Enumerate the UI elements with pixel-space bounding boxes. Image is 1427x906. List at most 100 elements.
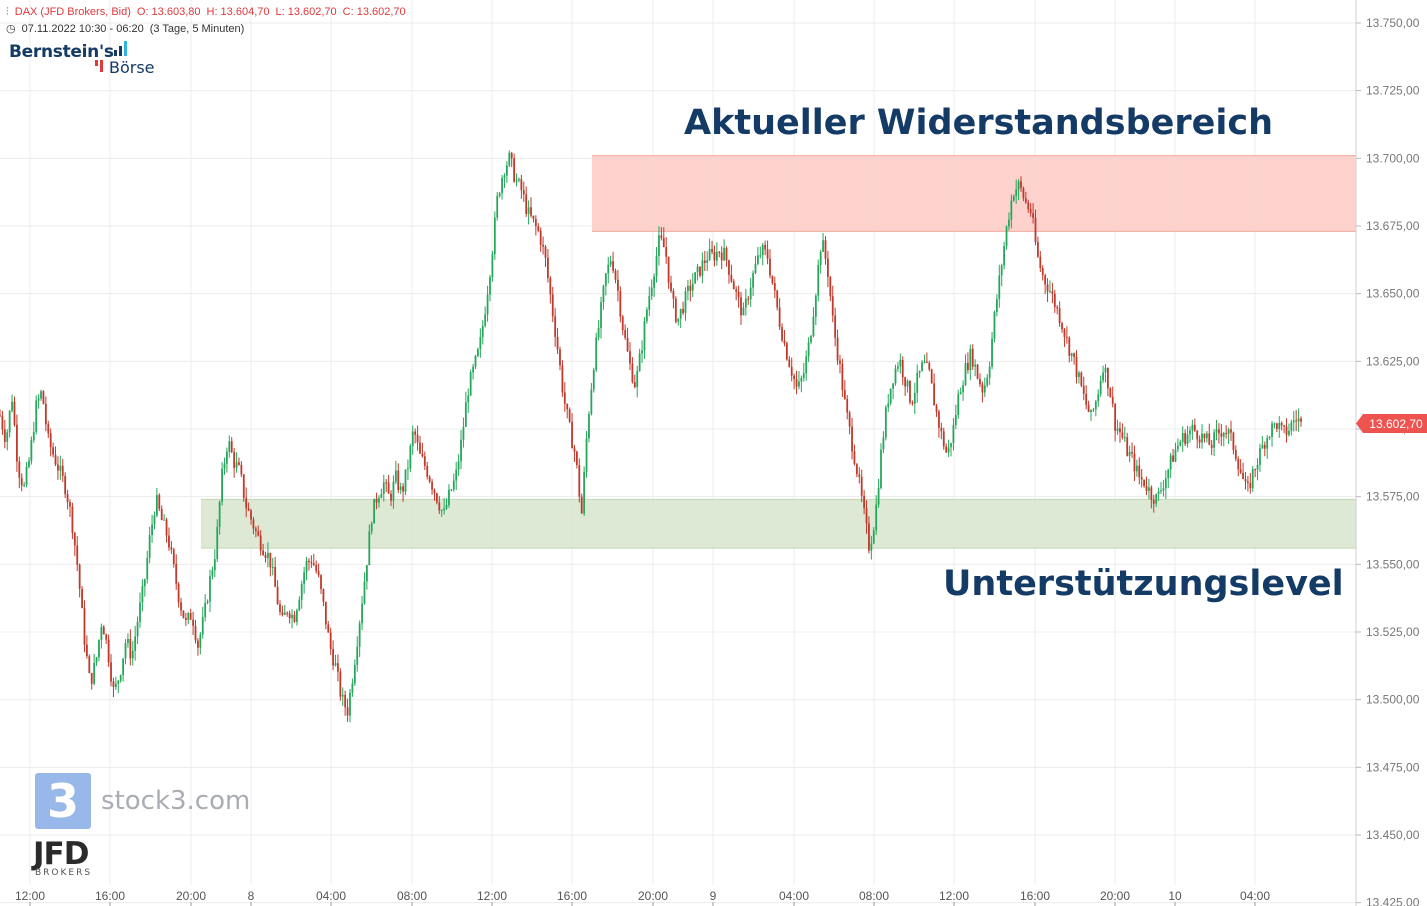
- candle-body: [1126, 437, 1129, 456]
- logo-line2: Börse: [109, 58, 155, 77]
- candle-body: [3, 429, 6, 442]
- candle-body: [1022, 187, 1025, 199]
- candle-body: [875, 504, 878, 531]
- candle-body: [522, 190, 525, 195]
- candle-body: [513, 158, 516, 182]
- candle-body: [1123, 437, 1126, 439]
- candle-body: [194, 625, 197, 641]
- candle-body: [380, 493, 383, 498]
- candle-body: [604, 273, 607, 286]
- candle-body: [612, 261, 614, 271]
- candle-body: [617, 279, 619, 291]
- candle-body: [1201, 433, 1203, 443]
- candle-body: [1012, 196, 1015, 201]
- candle-body: [621, 316, 624, 330]
- candle-body: [904, 377, 907, 387]
- candle-body: [848, 412, 851, 427]
- y-tick-label: 13.725,00: [1366, 84, 1420, 98]
- candle-body: [1107, 367, 1109, 389]
- candle-body: [1140, 477, 1143, 480]
- candle-body: [643, 321, 646, 351]
- x-tick-label: 08:00: [859, 889, 889, 903]
- candle-body: [81, 588, 83, 609]
- candle-body: [225, 451, 228, 464]
- candle-body: [300, 584, 303, 600]
- candle-body: [1220, 433, 1223, 437]
- candle-body: [740, 297, 742, 316]
- candle-body: [749, 287, 752, 300]
- candle-body: [549, 277, 552, 295]
- candle-body: [373, 498, 376, 524]
- candle-body: [170, 547, 173, 550]
- candle-body: [42, 391, 45, 404]
- candle-body: [182, 610, 185, 618]
- candle-body: [262, 550, 264, 555]
- candle-body: [636, 371, 639, 388]
- candle-body: [242, 474, 245, 498]
- candle-body: [687, 285, 689, 292]
- candle-body: [580, 496, 583, 514]
- candle-body: [713, 251, 716, 261]
- candle-body: [1295, 420, 1298, 422]
- x-tick-label: 12:00: [477, 889, 507, 903]
- candle-body: [1198, 439, 1201, 443]
- time-range: 07.11.2022 10:30 - 06:20: [21, 23, 144, 35]
- candle-body: [414, 431, 417, 435]
- candle-body: [1254, 469, 1257, 471]
- candle-body: [967, 362, 969, 371]
- support-label: Unterstützungslevel: [943, 564, 1344, 604]
- candle-body: [865, 508, 868, 524]
- candle-body: [923, 361, 926, 363]
- candle-body: [308, 560, 310, 563]
- y-tick-label: 13.750,00: [1366, 16, 1420, 30]
- candle-body: [269, 552, 272, 568]
- candle-body: [187, 613, 190, 620]
- candle-body: [814, 295, 817, 317]
- candle-body: [370, 523, 373, 532]
- candle-body: [143, 579, 146, 587]
- candle-body: [619, 290, 622, 317]
- candle-body: [979, 378, 981, 385]
- candle-body: [1027, 202, 1030, 210]
- candle-body: [223, 463, 226, 469]
- candle-body: [962, 384, 964, 393]
- candle-body: [358, 623, 361, 647]
- candle-body: [399, 486, 402, 490]
- candle-body: [991, 338, 993, 367]
- candle-body: [390, 493, 392, 501]
- candle-body: [6, 432, 9, 442]
- candle-body: [1111, 397, 1114, 404]
- candle-body: [592, 370, 595, 390]
- candle-body: [559, 349, 561, 366]
- candle-body: [199, 634, 202, 648]
- candle-body: [49, 433, 52, 448]
- candle-body: [281, 612, 284, 615]
- candle-body: [356, 646, 359, 665]
- candle-body: [484, 314, 487, 326]
- candle-body: [788, 359, 791, 367]
- candle-body: [554, 316, 557, 337]
- candle-body: [230, 441, 233, 453]
- candle-body: [575, 451, 578, 466]
- candle-body: [368, 531, 371, 566]
- candle-body: [887, 403, 890, 408]
- candle-body: [90, 672, 93, 684]
- candle-body: [431, 481, 433, 490]
- y-tick-label: 13.550,00: [1366, 557, 1420, 571]
- candle-body: [1087, 404, 1090, 413]
- candle-body: [730, 274, 733, 282]
- candle-body: [445, 505, 448, 509]
- candle-body: [971, 348, 974, 367]
- candle-body: [1097, 394, 1100, 402]
- candle-body: [385, 482, 388, 484]
- candle-body: [346, 707, 349, 716]
- candle-body: [1256, 464, 1259, 470]
- grid-lines: [0, 0, 1356, 904]
- candle-body: [1135, 465, 1138, 472]
- candle-body: [935, 405, 938, 412]
- candle-body: [518, 179, 520, 181]
- candle-body: [892, 383, 894, 389]
- x-tick-label: 20:00: [176, 889, 206, 903]
- candle-body: [18, 461, 21, 478]
